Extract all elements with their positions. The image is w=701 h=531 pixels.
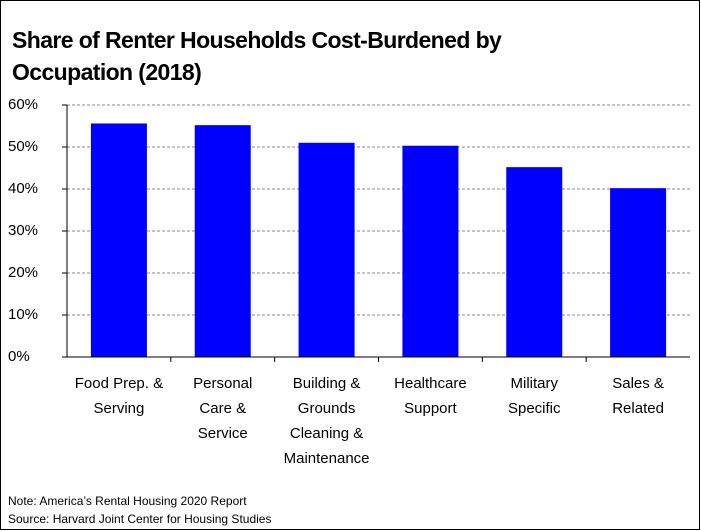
y-tick-label: 10% (8, 306, 38, 323)
y-tick-label: 20% (8, 264, 38, 281)
x-tick-label: Related (612, 400, 664, 417)
chart-title: Share of Renter Households Cost-Burdened… (12, 27, 502, 53)
y-tick-label: 40% (8, 180, 38, 197)
x-tick-label: Cleaning & (290, 425, 363, 442)
x-tick-label: Service (198, 425, 248, 442)
bar (506, 167, 563, 357)
bar (402, 145, 459, 357)
chart-title: Occupation (2018) (12, 59, 201, 85)
x-tick-label: Personal (193, 375, 252, 392)
bar (610, 188, 667, 357)
note: Note: America’s Rental Housing 2020 Repo… (8, 494, 247, 508)
x-tick-label: Food Prep. & (75, 375, 163, 392)
x-tick-label: Specific (508, 400, 561, 417)
x-tick-label: Maintenance (284, 450, 370, 467)
y-tick-label: 50% (8, 138, 38, 155)
x-tick-label: Serving (93, 400, 144, 417)
x-tick-label: Grounds (298, 400, 356, 417)
x-tick-label: Military (511, 375, 559, 392)
x-tick-label: Support (404, 400, 457, 417)
x-tick-label: Sales & (612, 375, 664, 392)
bar (90, 123, 147, 357)
y-tick-label: 30% (8, 222, 38, 239)
note: Source: Harvard Joint Center for Housing… (8, 512, 271, 526)
x-tick-label: Care & (199, 400, 246, 417)
x-tick-label: Building & (293, 375, 361, 392)
y-tick-label: 60% (8, 96, 38, 113)
bar (298, 142, 355, 357)
bar (194, 125, 251, 357)
y-tick-label: 0% (8, 348, 30, 365)
x-tick-label: Healthcare (394, 375, 467, 392)
